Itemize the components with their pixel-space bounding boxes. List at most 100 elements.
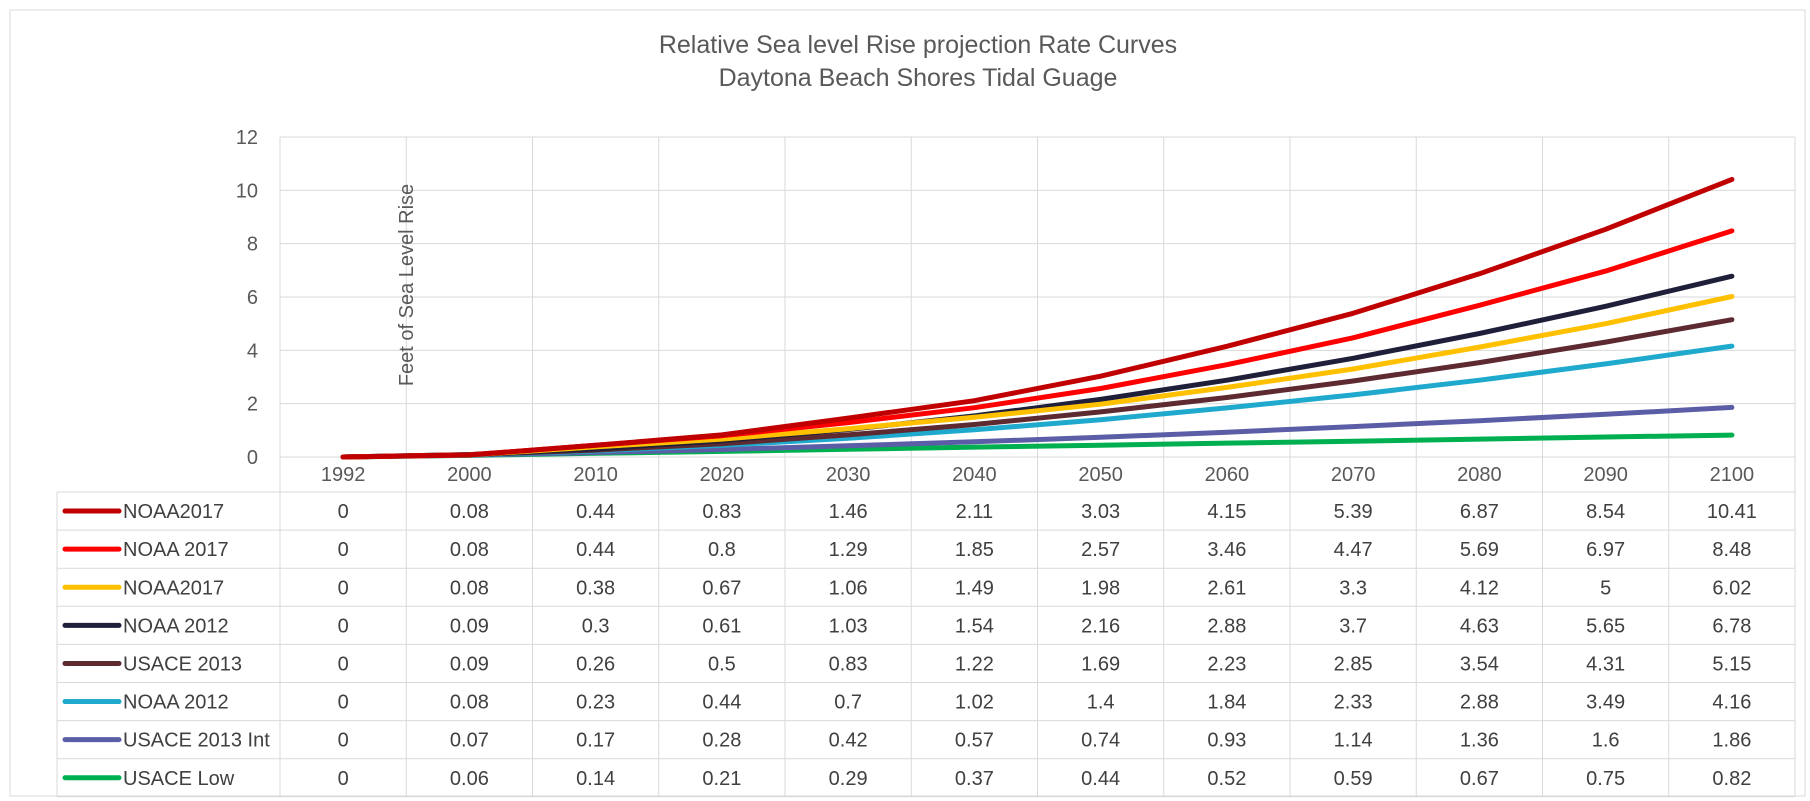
table-cell-value: 0 [338,653,349,675]
table-cell-value: 1.49 [955,577,994,599]
table-cell-value: 0 [338,577,349,599]
chart-title: Relative Sea level Rise projection Rate … [659,31,1177,59]
table-cell-value: 0.83 [702,501,741,523]
table-cell-value: 1.4 [1087,692,1115,714]
table-cell-value: 3.49 [1586,692,1625,714]
table-cell-value: 0.59 [1334,768,1373,790]
x-tick-label: 2080 [1457,464,1502,486]
y-axis-label: Feet of Sea Level Rise [396,184,418,386]
table-cell-value: 0.23 [576,692,615,714]
table-cell-value: 5.65 [1586,615,1625,637]
table-cell-value: 0.44 [576,539,615,561]
table-cell-value: 0 [338,501,349,523]
table-cell-value: 5 [1600,577,1611,599]
table-cell-value: 0.14 [576,768,615,790]
table-cell-value: 3.7 [1339,615,1367,637]
table-cell-value: 2.85 [1334,653,1373,675]
table-cell-value: 6.97 [1586,539,1625,561]
table-cell-value: 1.14 [1334,730,1373,752]
x-tick-label: 1992 [321,464,366,486]
x-tick-label: 2020 [700,464,745,486]
x-tick-label: 2010 [573,464,618,486]
table-cell-value: 1.86 [1712,730,1751,752]
table-cell-value: 0.44 [702,692,741,714]
table-cell-value: 0.3 [582,615,610,637]
table-cell-value: 0 [338,692,349,714]
y-tick-label: 2 [247,394,258,416]
table-cell-value: 0.17 [576,730,615,752]
table-cell-value: 5.69 [1460,539,1499,561]
table-cell-value: 2.57 [1081,539,1120,561]
table-cell-value: 0.44 [576,501,615,523]
table-cell-value: 0.67 [702,577,741,599]
table-cell-value: 0.57 [955,730,994,752]
table-cell-value: 0.29 [829,768,868,790]
table-cell-value: 4.12 [1460,577,1499,599]
table-cell-value: 0.38 [576,577,615,599]
table-cell-value: 0.61 [702,615,741,637]
table-cell-value: 0.26 [576,653,615,675]
table-cell-value: 0.09 [450,615,489,637]
table-cell-value: 4.47 [1334,539,1373,561]
table-cell-value: 0.67 [1460,768,1499,790]
table-cell-value: 0.7 [834,692,862,714]
table-cell-value: 8.54 [1586,501,1625,523]
table-cell-value: 0.93 [1207,730,1246,752]
x-tick-label: 2000 [447,464,492,486]
table-cell-value: 0 [338,768,349,790]
y-tick-label: 8 [247,234,258,256]
table-cell-value: 0.09 [450,653,489,675]
table-cell-value: 3.3 [1339,577,1367,599]
table-cell-value: 0 [338,615,349,637]
table-cell-value: 6.87 [1460,501,1499,523]
x-tick-label: 2030 [826,464,871,486]
x-tick-label: 2090 [1583,464,1628,486]
x-tick-label: 2070 [1331,464,1376,486]
y-tick-label: 4 [247,340,258,362]
y-tick-label: 10 [236,180,258,202]
y-axis-ticks: 0 2 4 6 8 10 12 [236,127,258,469]
table-cell-value: 1.22 [955,653,994,675]
y-tick-label: 12 [236,127,258,149]
table-cell-value: 1.36 [1460,730,1499,752]
table-cell-value: 3.46 [1207,539,1246,561]
table-cell-value: 0.08 [450,577,489,599]
table-cell-value: 10.41 [1707,501,1757,523]
legend-series-name: USACE Low [123,768,235,790]
table-cell-value: 1.85 [955,539,994,561]
legend-series-name: NOAA2017 [123,577,224,599]
series-lines [340,176,1735,460]
chart-frame [9,9,1806,797]
legend-series-name: NOAA 2017 [123,539,229,561]
table-cell-value: 6.78 [1712,615,1751,637]
y-tick-label: 0 [247,447,258,469]
x-tick-label: 2100 [1710,464,1755,486]
legend-series-name: USACE 2013 [123,653,242,675]
table-cell-value: 0 [338,730,349,752]
table-cell-value: 1.69 [1081,653,1120,675]
table-cell-value: 0.82 [1712,768,1751,790]
table-cell-value: 0.28 [702,730,741,752]
y-tick-label: 6 [247,287,258,309]
table-cell-value: 0.83 [829,653,868,675]
table-cell-value: 1.29 [829,539,868,561]
table-cell-value: 0.08 [450,692,489,714]
legend-series-name: NOAA2017 [123,501,224,523]
table-cell-value: 3.03 [1081,501,1120,523]
table-cell-value: 0.74 [1081,730,1120,752]
table-cell-value: 2.23 [1207,653,1246,675]
table-cell-value: 4.15 [1207,501,1246,523]
table-cell-value: 3.54 [1460,653,1499,675]
table-cell-value: 2.33 [1334,692,1373,714]
table-cell-value: 5.39 [1334,501,1373,523]
table-cell-value: 2.16 [1081,615,1120,637]
table-cell-value: 5.15 [1712,653,1751,675]
gridlines [279,136,1796,797]
table-cell-value: 2.61 [1207,577,1246,599]
table-cell-value: 1.54 [955,615,994,637]
table-cell-value: 1.84 [1207,692,1246,714]
table-cell-value: 2.88 [1460,692,1499,714]
table-cell-value: 0.08 [450,501,489,523]
legend-series-name: USACE 2013 Int [123,730,270,752]
